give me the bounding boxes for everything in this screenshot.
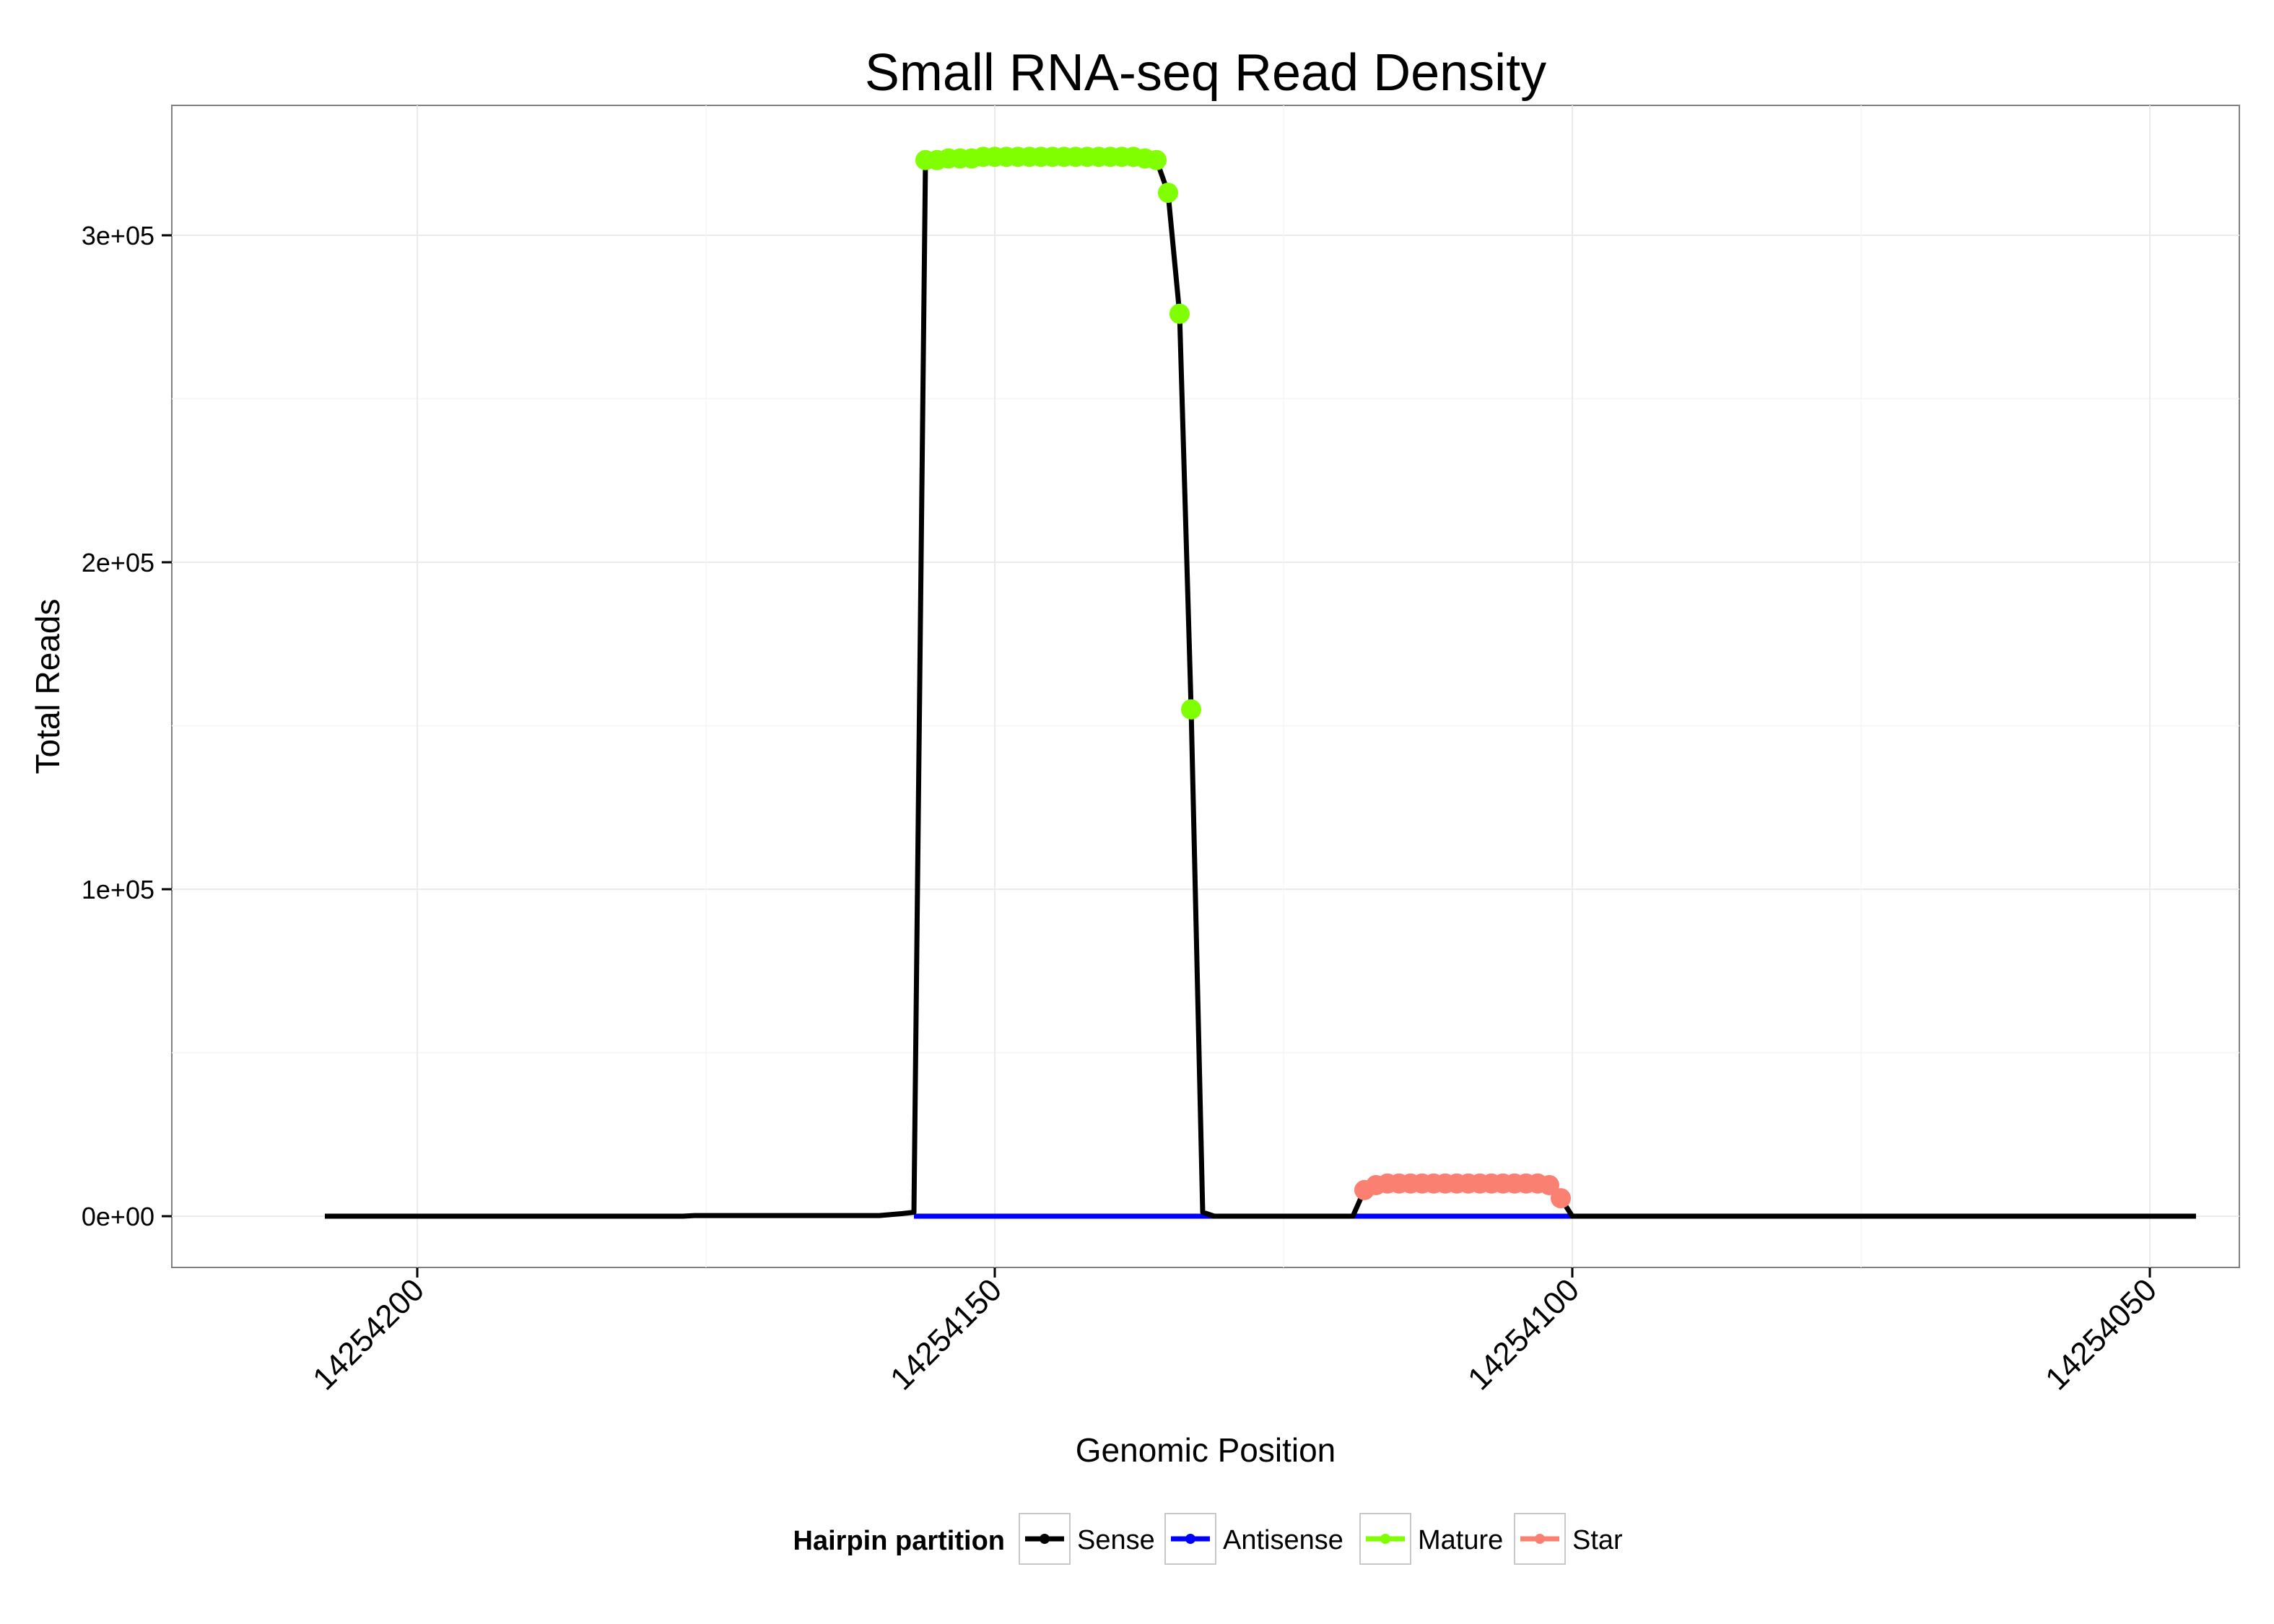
grid — [172, 105, 2239, 1267]
legend-key-point — [1380, 1534, 1390, 1544]
y-tick-label: 3e+05 — [82, 221, 154, 250]
y-axis: 0e+00 1e+05 2e+05 3e+05 — [82, 221, 172, 1231]
mature-point — [1169, 303, 1190, 324]
legend-key-point — [1535, 1534, 1545, 1544]
legend-key-point — [1185, 1534, 1195, 1544]
legend-title: Hairpin partition — [793, 1526, 1005, 1556]
star-point — [1551, 1188, 1571, 1209]
y-tick-label: 0e+00 — [82, 1202, 154, 1231]
plot-panel — [171, 105, 2240, 1268]
chart-title: Small RNA-seq Read Density — [865, 44, 1546, 102]
legend-item-sense: Sense — [1019, 1513, 1155, 1565]
legend-key-point — [1040, 1534, 1050, 1544]
y-tick-label: 1e+05 — [82, 875, 154, 904]
legend-item-antisense: Antisense — [1164, 1513, 1343, 1565]
plot-background — [171, 105, 2240, 1268]
legend-label: Mature — [1418, 1525, 1503, 1555]
x-axis-label: Genomic Position — [1076, 1431, 1336, 1469]
mature-point — [1158, 183, 1178, 204]
legend-item-mature: Mature — [1359, 1513, 1503, 1565]
legend-label: Antisense — [1223, 1525, 1343, 1555]
mature-point — [1181, 699, 1201, 720]
y-tick-label: 2e+05 — [82, 548, 154, 577]
y-axis-label: Total Reads — [29, 599, 66, 774]
star-point — [1539, 1174, 1559, 1195]
legend-item-star: Star — [1514, 1513, 1623, 1565]
legend-label: Star — [1572, 1525, 1623, 1555]
legend: Hairpin partition Sense Antisense Mature Sta… — [793, 1513, 1623, 1565]
mature-point — [1146, 149, 1167, 170]
series — [325, 147, 2196, 1219]
legend-label: Sense — [1077, 1525, 1155, 1555]
